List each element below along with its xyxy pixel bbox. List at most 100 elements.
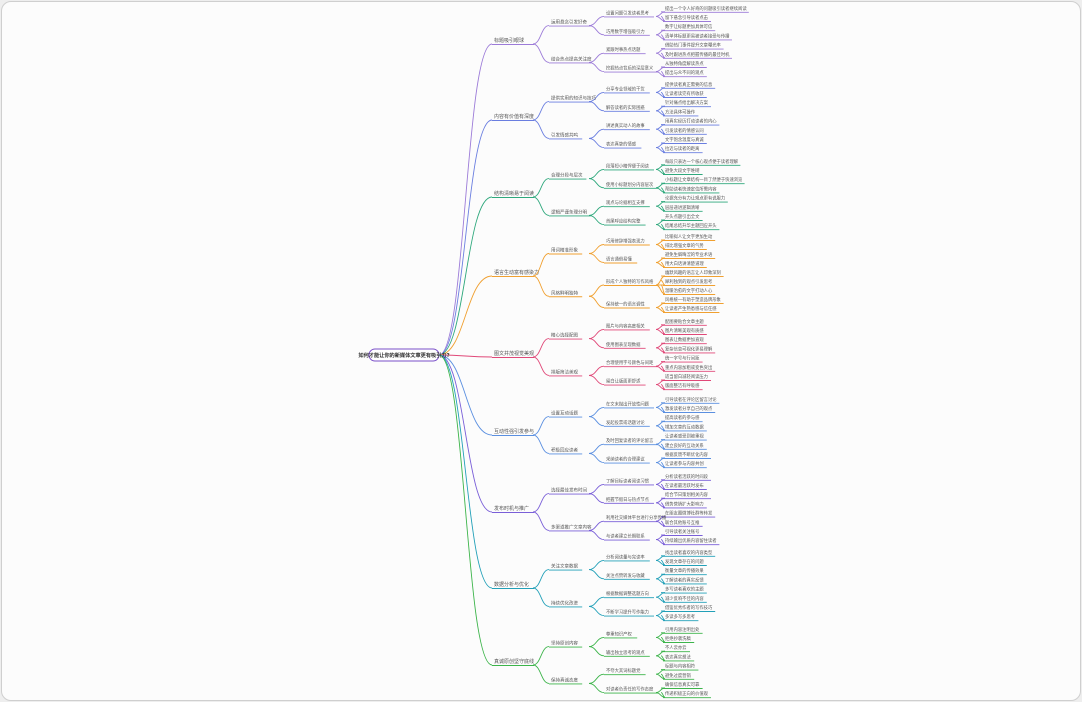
detail-node[interactable]: 层层递进逻辑清晰 [665, 204, 700, 211]
subtopic-node[interactable]: 设置互动话题 [551, 410, 578, 417]
leaf-node[interactable]: 解答读者的实际困惑 [606, 104, 645, 111]
detail-node[interactable]: 温暖治愈的文字打动人心 [665, 287, 713, 294]
leaf-node[interactable]: 关注点赞转发与收藏 [606, 572, 645, 579]
detail-node[interactable]: 文字饱含温度与真诚 [665, 136, 704, 143]
detail-node[interactable]: 图表让数据更加直观 [665, 336, 704, 343]
leaf-node[interactable]: 合理使用字号颜色与间距 [606, 359, 654, 366]
detail-node[interactable]: 留下悬念引导读者点击 [665, 14, 709, 21]
detail-node[interactable]: 风格统一有助于塑造品牌形象 [665, 296, 722, 303]
leaf-node[interactable]: 把握节假日与热点节点 [606, 496, 650, 503]
detail-node[interactable]: 论据充分有力让观点更有说服力 [665, 195, 725, 202]
detail-node[interactable]: 联合其他账号互推 [665, 519, 700, 526]
detail-node[interactable]: 提高读者的参与感 [665, 414, 700, 421]
leaf-node[interactable]: 巧用修辞增强表现力 [606, 238, 645, 245]
subtopic-node[interactable]: 选择最佳发布时间 [551, 487, 587, 494]
topic-node[interactable]: 结构清晰易于阅读 [494, 190, 534, 197]
leaf-node[interactable]: 了解目标读者阅读习惯 [606, 477, 650, 484]
detail-node[interactable]: 拉近与读者的距离 [665, 145, 700, 152]
detail-node[interactable]: 提供读者真正需要的信息 [665, 81, 713, 88]
detail-node[interactable]: 持续输出优质内容留住读者 [665, 537, 717, 544]
detail-node[interactable]: 方法具体可操作 [665, 108, 696, 115]
subtopic-node[interactable]: 关注文章数据 [551, 563, 578, 570]
detail-node[interactable]: 图片清晰美观有质感 [665, 327, 704, 334]
leaf-node[interactable]: 尊重知识产权 [606, 630, 632, 637]
leaf-node[interactable]: 语言通俗易懂 [606, 256, 632, 263]
detail-node[interactable]: 犀利独到的观点引发思考 [665, 278, 713, 285]
leaf-node[interactable]: 分享专业领域的干货 [606, 85, 645, 92]
leaf-node[interactable]: 设置问题引发读者思考 [606, 9, 650, 16]
leaf-node[interactable]: 图片与内容高度相关 [606, 322, 645, 329]
detail-node[interactable]: 借鉴优秀作者的写作技巧 [665, 604, 713, 611]
subtopic-node[interactable]: 排版简洁美观 [551, 368, 578, 375]
detail-node[interactable]: 清单体标题更易被读者接受与传播 [665, 32, 730, 39]
detail-node[interactable]: 确保信息真实可靠 [665, 681, 700, 688]
detail-node[interactable]: 用大白话讲清楚道理 [665, 260, 704, 267]
detail-node[interactable]: 在朋友圈微博社群等转发 [665, 510, 713, 517]
detail-node[interactable]: 让读者产生熟悉感与信任感 [665, 305, 717, 312]
detail-node[interactable]: 幽默风趣的语言让人印象深刻 [665, 269, 721, 276]
topic-node[interactable]: 数据分析与优化 [494, 581, 529, 588]
detail-node[interactable]: 分析读者活跃的时间段 [665, 473, 709, 480]
detail-node[interactable]: 帮助读者快速定位所需内容 [665, 185, 717, 192]
topic-node[interactable]: 语言生动富有感染力 [494, 269, 539, 276]
detail-node[interactable]: 开头点题引出全文 [665, 213, 700, 220]
detail-node[interactable]: 在读者最活跃时发布 [665, 482, 704, 489]
detail-node[interactable]: 让读者参与内容共创 [665, 460, 704, 467]
leaf-node[interactable]: 使用图表呈现数据 [606, 341, 641, 348]
detail-node[interactable]: 避免过度营销 [665, 672, 691, 679]
detail-node[interactable]: 建立良好的互动关系 [665, 442, 704, 449]
leaf-node[interactable]: 分析阅读量与完读率 [606, 553, 645, 560]
subtopic-node[interactable]: 合理分段与层次 [551, 172, 583, 179]
detail-node[interactable]: 用真实经历打动读者的内心 [665, 118, 717, 125]
detail-node[interactable]: 拒绝抄袭洗稿 [665, 635, 691, 642]
detail-node[interactable]: 引发读者的情感认同 [665, 127, 704, 134]
leaf-node[interactable]: 紧跟时事热点话题 [606, 46, 641, 53]
subtopic-node[interactable]: 保持真诚态度 [551, 676, 578, 683]
leaf-node[interactable]: 形成个人独特的写作风格 [606, 278, 654, 285]
subtopic-node[interactable]: 提供实用的知识与技巧 [551, 95, 596, 102]
detail-node[interactable]: 引用内容注明出处 [665, 626, 700, 633]
detail-node[interactable]: 发现文章存在的问题 [665, 558, 704, 565]
subtopic-node[interactable]: 持续优化改进 [551, 599, 578, 606]
root-node[interactable]: 如何才能让你的新媒体文章更有吸引力? [358, 348, 450, 362]
detail-node[interactable]: 针对痛点给出解决方案 [665, 99, 709, 106]
detail-node[interactable]: 找出读者喜欢的内容类型 [665, 549, 713, 556]
detail-node[interactable]: 表达真实想法 [665, 653, 691, 660]
leaf-node[interactable]: 表达真挚的情感 [606, 141, 637, 148]
detail-node[interactable]: 让读者感受到被重视 [665, 433, 704, 440]
leaf-node[interactable]: 首尾呼应结构完整 [606, 218, 641, 225]
leaf-node[interactable]: 巧用数字增强吸引力 [606, 28, 645, 35]
detail-node[interactable]: 引导读者在评论区留言讨论 [665, 396, 717, 403]
detail-node[interactable]: 避免生僻晦涩的专业术语 [665, 251, 713, 258]
leaf-node[interactable]: 采纳读者的合理建议 [606, 456, 645, 463]
subtopic-node[interactable]: 运用悬念引发好奇 [551, 19, 587, 26]
leaf-node[interactable]: 挖掘热点背后的深层意义 [606, 65, 654, 72]
leaf-node[interactable]: 在文末抛出开放性问题 [606, 400, 650, 407]
detail-node[interactable]: 及时跟进热点把握传播的最佳时机 [665, 51, 730, 58]
detail-node[interactable]: 了解读者的真实反馈 [665, 576, 704, 583]
leaf-node[interactable]: 输出独立思考的观点 [606, 649, 645, 656]
leaf-node[interactable]: 保持统一的语言调性 [606, 301, 645, 308]
subtopic-node[interactable]: 风格鲜明独特 [551, 289, 578, 296]
detail-node[interactable]: 从独特角度解读热点 [665, 60, 704, 67]
topic-node[interactable]: 内容有价值有深度 [494, 113, 534, 120]
detail-node[interactable]: 适当留白减轻阅读压力 [665, 373, 708, 380]
leaf-node[interactable]: 不断学习提升写作能力 [606, 609, 649, 616]
subtopic-node[interactable]: 逻辑严谨条理分明 [551, 208, 587, 215]
topic-node[interactable]: 发布时机与推广 [494, 505, 529, 512]
detail-node[interactable]: 结尾总结升华主题回应开头 [665, 222, 717, 229]
detail-node[interactable]: 每段只表达一个核心观点便于读者理解 [665, 158, 739, 165]
detail-node[interactable]: 借助热门事件提升文章曝光率 [665, 42, 722, 49]
leaf-node[interactable]: 使用小标题划分内容层次 [606, 181, 654, 188]
detail-node[interactable]: 提出一个令人好奇的问题吸引读者继续阅读 [665, 5, 747, 12]
detail-node[interactable]: 让读者读完有所收获 [665, 90, 704, 97]
detail-node[interactable]: 引导读者关注账号 [665, 528, 699, 535]
detail-node[interactable]: 重点内容加粗或变色突出 [665, 364, 712, 371]
detail-node[interactable]: 结合节日策划相关内容 [665, 491, 709, 498]
subtopic-node[interactable]: 精心选择配图 [551, 332, 578, 339]
detail-node[interactable]: 版面整洁有呼吸感 [665, 382, 700, 389]
detail-node[interactable]: 多写读者喜欢的主题 [665, 586, 704, 593]
leaf-node[interactable]: 不夸大其词标题党 [606, 667, 641, 674]
subtopic-node[interactable]: 用词精准形象 [551, 247, 578, 254]
topic-node[interactable]: 图文并茂视觉美观 [494, 350, 534, 357]
